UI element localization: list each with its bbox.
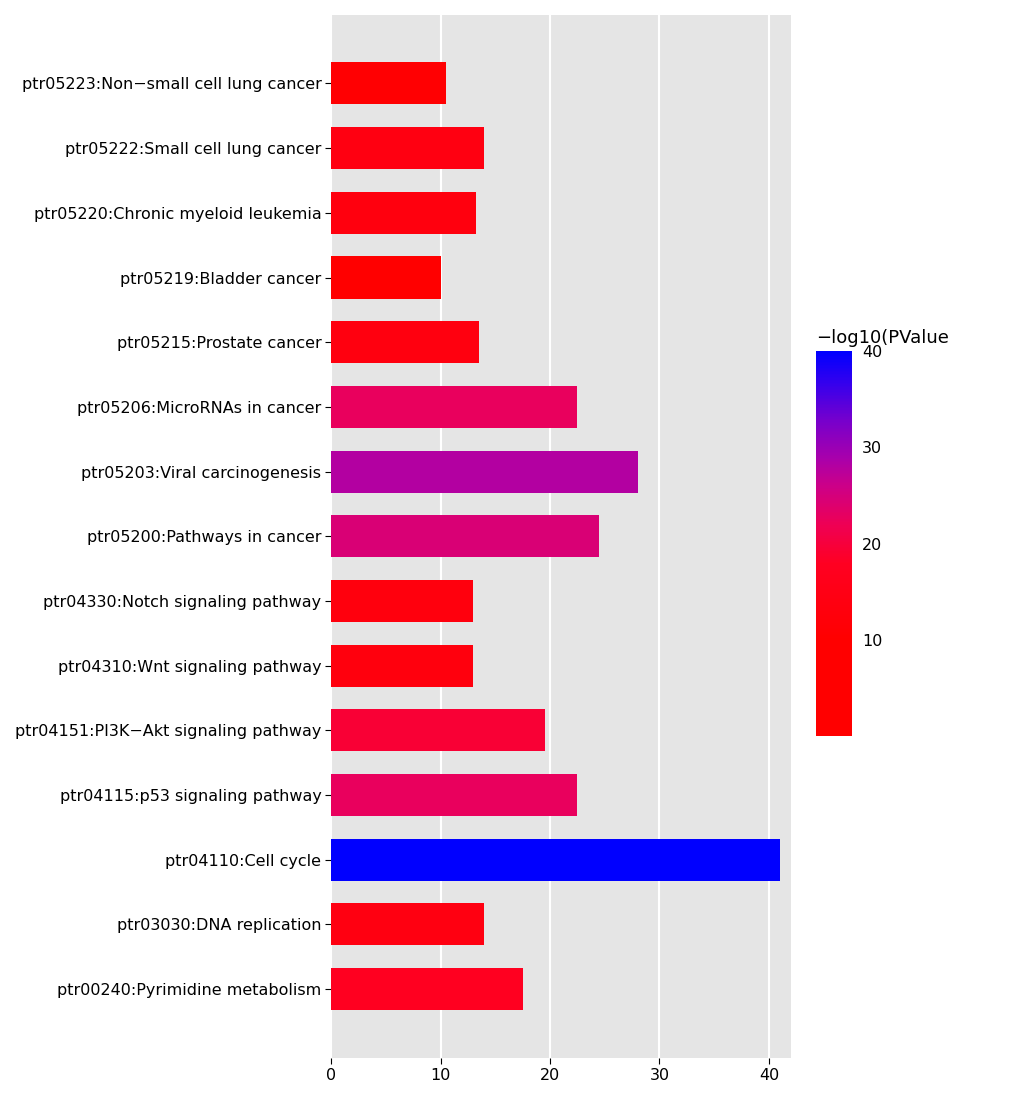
Bar: [331, 774, 577, 816]
Text: −log10(PValue: −log10(PValue: [815, 329, 948, 347]
Bar: [331, 192, 475, 234]
Bar: [331, 450, 637, 493]
Bar: [331, 968, 522, 1010]
Bar: [331, 515, 599, 558]
Bar: [331, 580, 473, 621]
Bar: [331, 322, 478, 363]
Bar: [331, 63, 445, 104]
Bar: [331, 839, 780, 881]
Bar: [331, 127, 484, 169]
Bar: [331, 385, 577, 428]
Bar: [331, 904, 484, 945]
Bar: [331, 709, 544, 751]
Bar: [331, 645, 473, 686]
Bar: [331, 257, 440, 299]
